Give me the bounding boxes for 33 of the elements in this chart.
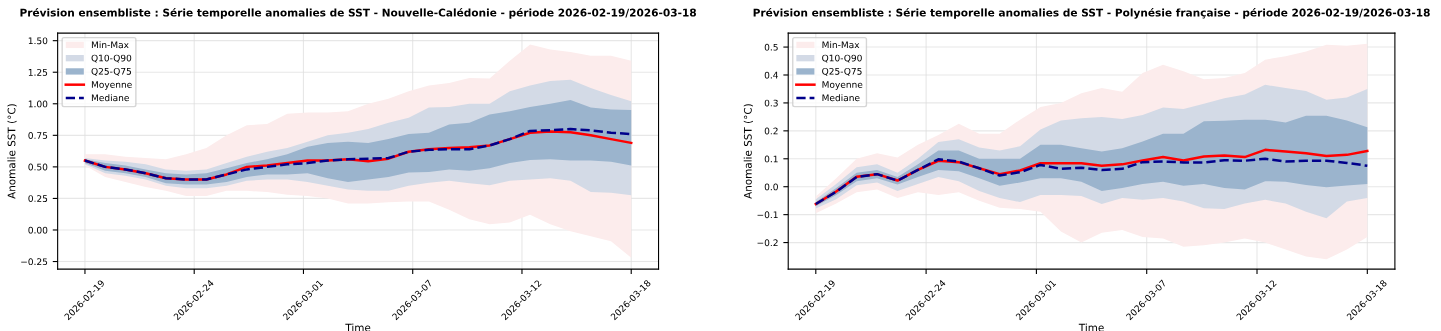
legend-label: Q25-Q75 (822, 67, 862, 76)
x-axis-title: Time (1078, 323, 1104, 331)
legend-label: Moyenne (91, 81, 132, 90)
y-tick-label: 0.25 (28, 195, 48, 202)
legend-label: Min-Max (822, 41, 860, 49)
legend-label: Q10-Q90 (822, 54, 862, 63)
y-tick-label: 0.2 (764, 127, 778, 135)
y-axis-title: Anomalie SST (°C) (7, 104, 17, 199)
x-axis-title: Time (345, 323, 371, 331)
legend-label: Min-Max (91, 41, 129, 49)
y-tick-label: 0.75 (28, 132, 48, 139)
chart-title: Prévision ensembliste : Série temporelle anomalies de SST - Nouvelle-Calédonie - période 2026-02-19/2026-03-18 (20, 7, 697, 19)
legend-label: Mediane (91, 94, 129, 102)
line-series (814, 157, 1369, 206)
y-tick-label: 1.50 (28, 37, 48, 45)
y-tick-label: 1.00 (28, 100, 48, 108)
y-tick-label: 0.50 (28, 163, 48, 171)
y-tick-label: 0.3 (764, 99, 778, 107)
legend-label: Q25-Q75 (91, 67, 132, 76)
y-axis-title: Anomalie SST (°C) (743, 104, 754, 199)
y-tick-label: 0.5 (764, 43, 778, 51)
y-tick-label: −0.2 (757, 239, 778, 247)
y-tick-label: 1.25 (28, 68, 48, 76)
y-tick-label: 0.0 (764, 183, 778, 191)
y-tick-label: −0.1 (757, 211, 778, 219)
y-tick-label: −0.25 (21, 258, 48, 266)
y-tick-label: 0.4 (764, 71, 778, 79)
legend-label: Q10-Q90 (91, 54, 132, 63)
legend-label: Moyenne (822, 81, 863, 90)
y-tick-label: 0.1 (764, 155, 778, 163)
legend-label: Mediane (822, 94, 860, 102)
y-tick-label: 0.00 (28, 226, 48, 234)
chart-title: Prévision ensembliste : Série temporelle anomalies de SST - Polynésie française - période 2026-02-19/2026-03-18 (753, 7, 1430, 19)
